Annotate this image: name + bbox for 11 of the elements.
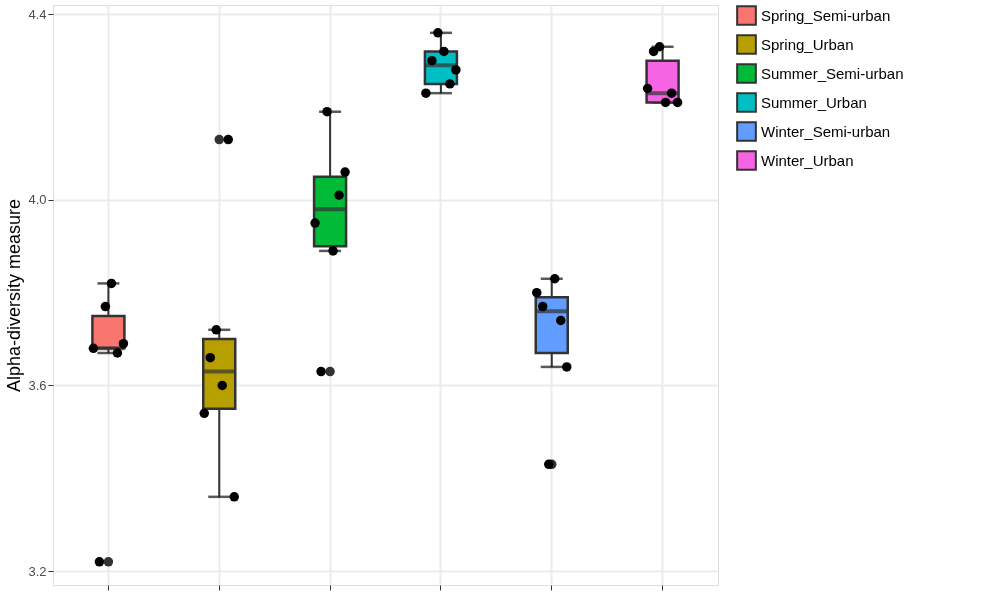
legend-label: Spring_Semi-urban xyxy=(761,6,891,24)
legend-label: Winter_Urban xyxy=(761,151,854,169)
y-tick-label: 3.2 xyxy=(28,563,47,579)
legend-label: Summer_Urban xyxy=(761,93,867,111)
y-tick-label: 4.4 xyxy=(28,6,47,22)
y-axis-title: Alpha-diversity measure xyxy=(4,198,25,393)
legend-label: Winter_Semi-urban xyxy=(761,122,891,140)
y-tick-label: 4.0 xyxy=(28,192,47,208)
legend-label: Summer_Semi-urban xyxy=(761,64,904,82)
y-tick-label: 3.6 xyxy=(28,377,47,393)
legend-label: Spring_Urban xyxy=(761,35,854,53)
